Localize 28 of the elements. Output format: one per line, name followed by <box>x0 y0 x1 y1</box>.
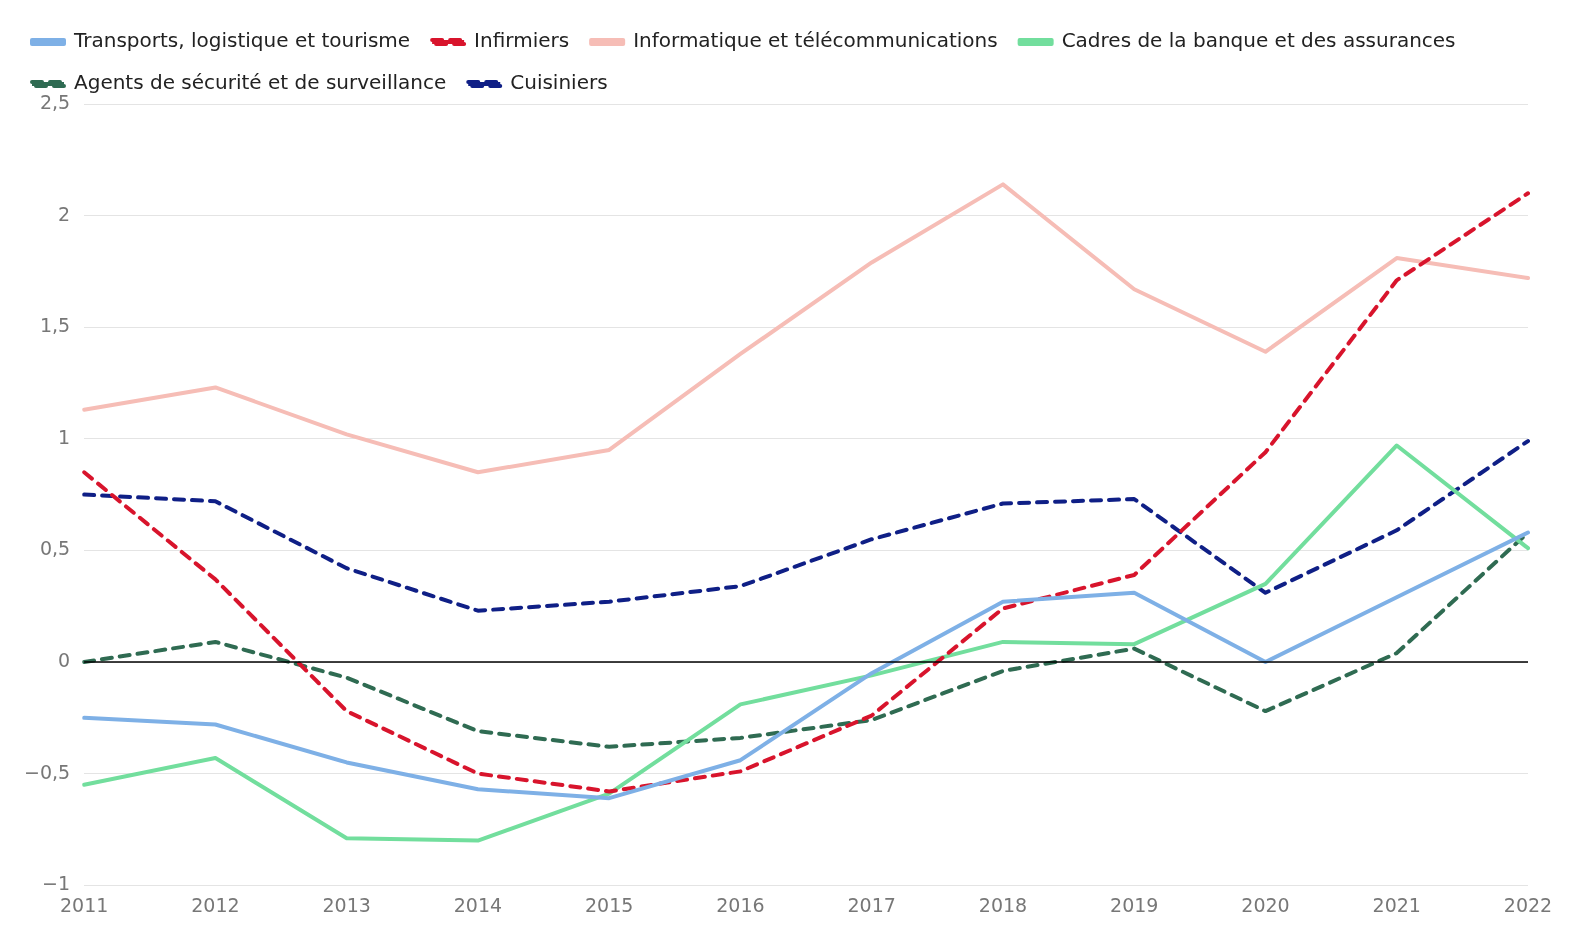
x-tick-label: 2013 <box>322 893 371 916</box>
line-series <box>82 439 1530 613</box>
x-tick-label: 2014 <box>453 893 503 916</box>
y-tick-label: −0,5 <box>24 760 71 783</box>
y-tick-label: 0 <box>58 648 71 671</box>
x-tick-label: 2017 <box>847 893 896 916</box>
legend-label: Infirmiers <box>474 28 570 53</box>
legend-label: Transports, logistique et tourisme <box>73 28 411 53</box>
x-tick-label: 2021 <box>1372 893 1421 916</box>
x-tick-label: 2012 <box>191 893 240 916</box>
legend-label: Informatique et télécommunications <box>633 28 998 53</box>
y-tick-label: 1,5 <box>39 314 71 337</box>
x-tick-label: 2019 <box>1110 893 1159 916</box>
y-tick-label: 2,5 <box>39 90 71 113</box>
legend-label: Agents de sécurité et de surveillance <box>74 70 447 95</box>
legend-label: Cuisiniers <box>510 70 608 95</box>
x-tick-label: 2018 <box>978 893 1028 916</box>
y-tick-label: 2 <box>58 202 71 225</box>
x-tick-label: 2016 <box>716 893 765 916</box>
line-series <box>82 191 1530 794</box>
y-tick-label: 0,5 <box>39 537 71 560</box>
legend-label: Cadres de la banque et des assurances <box>1061 28 1456 53</box>
x-tick-label: 2011 <box>59 893 109 916</box>
y-tick-label: 1 <box>58 425 71 448</box>
y-tick-label: −1 <box>42 872 71 895</box>
x-tick-label: 2015 <box>585 893 634 916</box>
x-tick-label: 2022 <box>1503 893 1553 916</box>
x-tick-label: 2020 <box>1241 893 1290 916</box>
